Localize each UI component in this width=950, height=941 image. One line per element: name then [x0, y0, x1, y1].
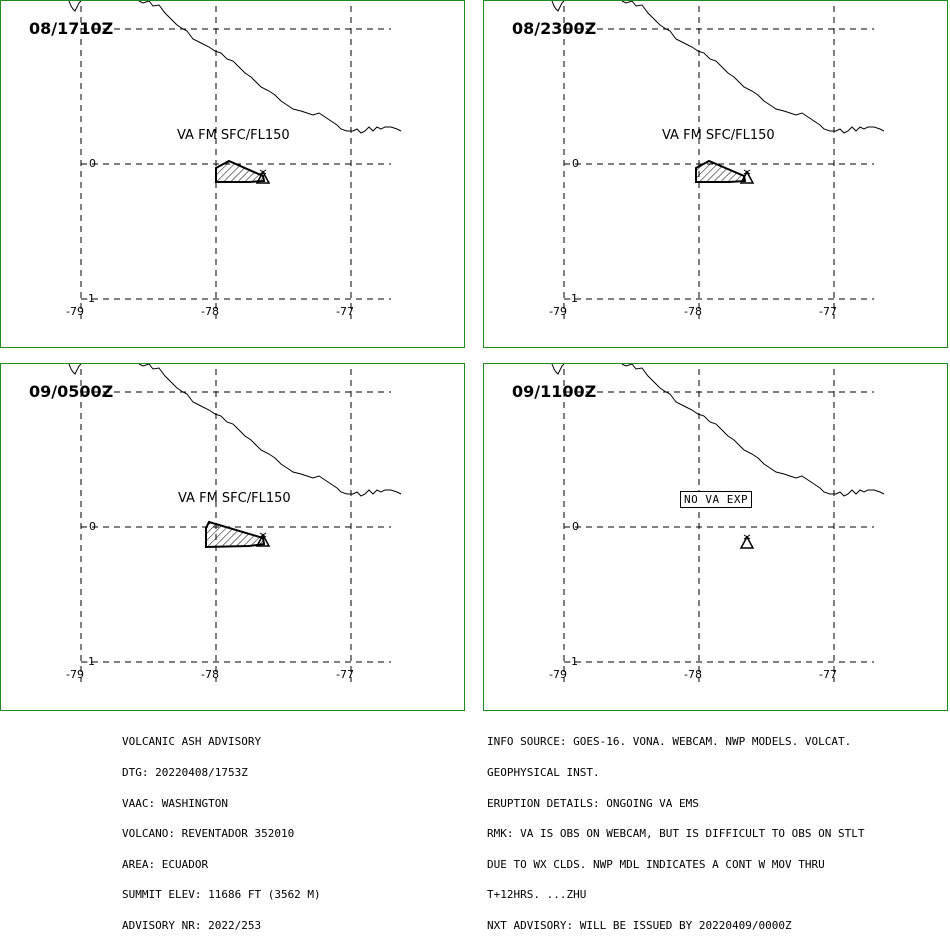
valid-time-label: 08/2300Z [512, 19, 597, 38]
valid-time-label: 09/0500Z [29, 382, 114, 401]
lat-lon-grid [80, 369, 391, 682]
lat-tick-0: 0 [572, 157, 579, 170]
lat-tick-0: 0 [89, 520, 96, 533]
lat-tick-0: 0 [89, 157, 96, 170]
advisory-line: RMK: VA IS OBS ON WEBCAM, BUT IS DIFFICU… [487, 827, 865, 841]
ash-height-label: VA FM SFC/FL150 [662, 128, 775, 143]
volcano-triangle-icon [739, 169, 755, 184]
lon-tick-78: -78 [201, 305, 219, 318]
lat-lon-grid [563, 6, 874, 319]
lat-tick-minus1: -1 [84, 655, 95, 668]
coastline [68, 1, 402, 134]
volcano-triangle-icon [739, 534, 755, 549]
map-canvas [551, 1, 885, 319]
lon-tick-79: -79 [66, 668, 84, 681]
lon-tick-78: -78 [684, 305, 702, 318]
no-ash-expected-label: NO VA EXP [680, 491, 753, 508]
lon-tick-79: -79 [549, 305, 567, 318]
advisory-line: ADVISORY NR: 2022/253 [122, 918, 262, 932]
volcano-triangle-icon [255, 169, 271, 184]
valid-time-label: 09/1100Z [512, 382, 597, 401]
advisory-line: DTG: 20220408/1753Z [122, 766, 248, 779]
advisory-header-text: VOLCANIC ASH ADVISORY DTG: 20220408/1753… [122, 717, 321, 941]
lon-tick-79: -79 [549, 668, 567, 681]
advisory-line: GEOPHYSICAL INST. [487, 766, 600, 779]
forecast-panel-1: 08/1710Z VA FM SFC/FL150 0 -1 -79 -78 -7… [0, 0, 465, 348]
lat-lon-grid [80, 6, 391, 319]
lon-tick-77: -77 [336, 668, 354, 681]
coastline [551, 364, 885, 497]
advisory-line: T+12HRS. ...ZHU [487, 888, 587, 902]
advisory-line: ERUPTION DETAILS: ONGOING VA EMS [487, 796, 699, 810]
lat-tick-minus1: -1 [567, 292, 578, 305]
lat-tick-minus1: -1 [84, 292, 95, 305]
ash-cloud-polygon [695, 159, 747, 183]
coastline [68, 364, 402, 497]
advisory-line: VOLCANIC ASH ADVISORY [122, 735, 262, 749]
lon-tick-77: -77 [819, 668, 837, 681]
lon-tick-79: -79 [66, 305, 84, 318]
lon-tick-77: -77 [819, 305, 837, 318]
ash-cloud-polygon [205, 520, 266, 549]
lat-tick-0: 0 [572, 520, 579, 533]
map-canvas [68, 1, 402, 319]
forecast-panel-3: 09/0500Z VA FM SFC/FL150 0 -1 -79 -78 -7… [0, 363, 465, 711]
lat-lon-grid [563, 369, 874, 682]
forecast-panel-4: 09/1100Z NO VA EXP 0 -1 -79 -78 -77 [483, 363, 948, 711]
advisory-line: AREA: ECUADOR [122, 857, 209, 871]
map-canvas [68, 364, 402, 682]
lon-tick-78: -78 [201, 668, 219, 681]
advisory-line: VAAC: WASHINGTON [122, 796, 228, 810]
lat-tick-minus1: -1 [567, 655, 578, 668]
advisory-line: DUE TO WX CLDS. NWP MDL INDICATES A CONT… [487, 857, 825, 871]
advisory-line: VOLCANO: REVENTADOR 352010 [122, 827, 295, 841]
ash-height-label: VA FM SFC/FL150 [177, 128, 290, 143]
valid-time-label: 08/1710Z [29, 19, 114, 38]
ash-cloud-polygon [215, 159, 266, 183]
advisory-details-text: INFO SOURCE: GOES-16. VONA. WEBCAM. NWP … [487, 717, 865, 941]
forecast-panel-2: 08/2300Z VA FM SFC/FL150 0 -1 -79 -78 -7… [483, 0, 948, 348]
coastline [551, 1, 885, 134]
lon-tick-77: -77 [336, 305, 354, 318]
advisory-line: NXT ADVISORY: WILL BE ISSUED BY 20220409… [487, 918, 792, 932]
advisory-line: INFO SOURCE: GOES-16. VONA. WEBCAM. NWP … [487, 735, 852, 749]
ash-height-label: VA FM SFC/FL150 [178, 491, 291, 506]
advisory-line: SUMMIT ELEV: 11686 FT (3562 M) [122, 888, 321, 902]
map-canvas [551, 364, 885, 682]
volcano-triangle-icon [255, 532, 271, 547]
lon-tick-78: -78 [684, 668, 702, 681]
